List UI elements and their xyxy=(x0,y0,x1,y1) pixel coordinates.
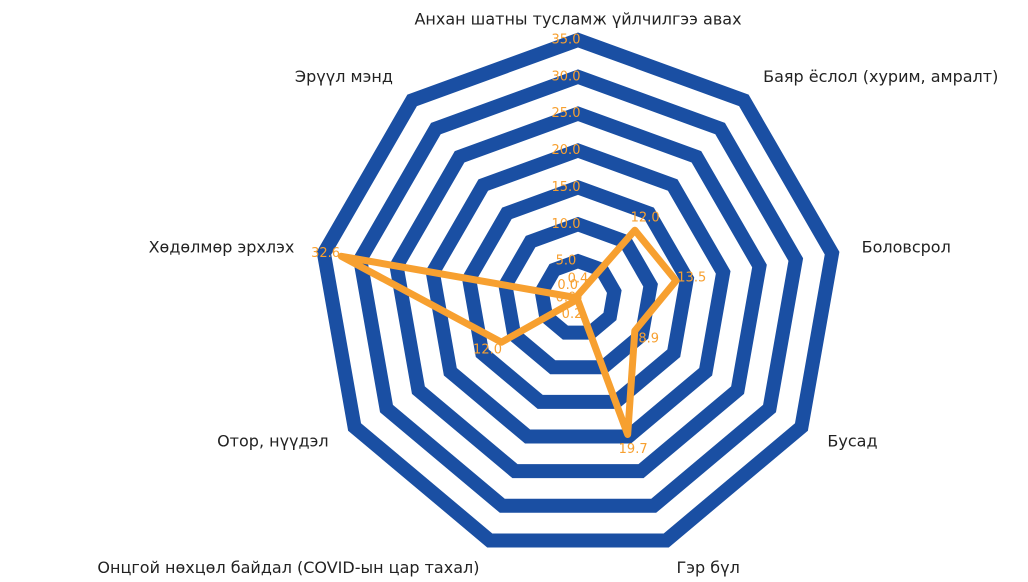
value-label: 32.6 xyxy=(311,246,340,261)
value-label: 0.4 xyxy=(568,272,589,287)
category-label: Бусад xyxy=(827,432,877,451)
grid-ring xyxy=(425,143,731,444)
category-label: Боловсрол xyxy=(862,237,951,256)
value-label: 13.5 xyxy=(677,270,706,285)
category-label: Отор, нүүдэл xyxy=(217,432,329,451)
y-tick-label: 20.0 xyxy=(552,143,581,158)
value-label: 12.0 xyxy=(473,343,502,358)
value-label: 8.9 xyxy=(638,331,659,346)
category-label: Онцгой нөхцөл байдал (COVID-ын цар тахал… xyxy=(97,558,479,577)
y-tick-label: 5.0 xyxy=(556,254,577,269)
category-label: Гэр бүл xyxy=(677,558,740,577)
grid-ring xyxy=(534,253,622,340)
grid-ring xyxy=(461,179,695,409)
category-label: Эрүүл мэнд xyxy=(295,67,393,86)
y-tick-label: 25.0 xyxy=(552,106,581,121)
category-label: Баяр ёслол (хурим, амралт) xyxy=(763,67,998,86)
value-label: 12.0 xyxy=(631,210,660,225)
grid-ring xyxy=(498,216,658,375)
y-tick-label: 35.0 xyxy=(552,33,581,48)
value-label: 19.7 xyxy=(619,442,648,457)
y-tick-label: 30.0 xyxy=(552,69,581,84)
grid-ring xyxy=(352,69,804,513)
grid-ring xyxy=(389,106,767,479)
grid-ring xyxy=(316,32,840,548)
category-label: Хөдөлмөр эрхлэх xyxy=(149,237,295,256)
y-tick-label: 15.0 xyxy=(552,180,581,195)
category-label: Анхан шатны тусламж үйлчилгээ авах xyxy=(414,10,741,29)
y-tick-label: 10.0 xyxy=(552,217,581,232)
data-line xyxy=(337,226,680,438)
value-label: 0.2 xyxy=(562,307,583,322)
value-label: 0.0 xyxy=(557,278,578,293)
